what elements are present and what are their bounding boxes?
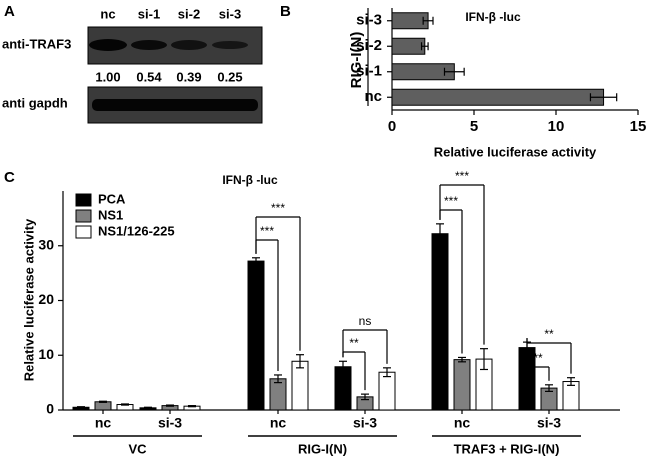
band [171,40,207,50]
group-label: TRAF3 + RIG-I(N) [454,441,560,456]
y-tick-label: 30 [38,236,54,252]
group-label: RIG-I(N) [348,32,365,89]
significance: ** [349,336,359,350]
error-bar [420,42,429,51]
error-bar [252,257,260,265]
panel-label: B [280,3,291,20]
axis-label: Relative luciferase activity [434,144,597,159]
significance: ns [359,314,372,328]
error-bar [144,406,152,409]
panel-label: C [4,169,15,186]
significance: ** [544,327,554,341]
chart-title: IFN-β -luc [465,10,521,24]
y-tick-label: nc [364,88,382,105]
band [212,41,248,49]
x-tick-label: 10 [548,118,565,135]
band [92,99,258,111]
significance: *** [455,169,469,183]
bar [291,360,309,411]
panel-label: A [4,3,15,20]
x-tick-label: 15 [630,118,647,135]
x-tick-label: 0 [388,118,396,135]
quantification: 0.25 [217,69,242,84]
significance: *** [271,201,285,215]
error-bar [274,374,282,384]
row-label: anti gapdh [2,95,68,110]
blot-panel: nc si-1 si-2 si-3 anti-TRAF3 1.00 0.54 0… [2,6,263,124]
x-tick-label: si-3 [158,415,182,431]
y-tick-label: si-2 [356,37,382,54]
error-bar [443,67,465,76]
x-tick-label: si-3 [537,415,561,431]
y-tick-label: 10 [38,346,54,362]
legend-swatch [75,193,92,207]
bar [391,88,605,106]
error-bar [567,377,575,386]
error-bar [545,384,553,392]
group-label: RIG-I(N) [298,441,347,456]
y-tick-label: si-1 [356,63,382,80]
bar [94,401,112,411]
significance: ** [533,351,543,365]
legend-label: PCA [98,191,126,206]
legend-swatch [75,209,92,223]
x-tick-label: nc [95,415,112,431]
legend-label: NS1 [98,207,123,222]
significance: *** [260,224,274,238]
x-tick-label: nc [270,415,287,431]
error-bar [339,360,347,373]
lane-label: si-3 [219,6,241,21]
bar [431,233,449,411]
quantification: 1.00 [95,69,120,84]
row-label: anti-TRAF3 [2,36,71,51]
bar [247,260,265,411]
error-bar [296,354,304,369]
bar [453,359,471,411]
significance: *** [444,194,458,208]
band [131,40,167,50]
axis-label: Relative luciferase activity [21,218,36,381]
quantification: 0.54 [136,69,162,84]
lane-label: nc [100,6,115,21]
error-bar [77,406,85,409]
error-bar [480,348,488,371]
error-bar [458,356,466,363]
error-bar [383,367,391,378]
group-label: VC [128,441,147,456]
legend-label: NS1/126-225 [98,223,175,238]
quantification: 0.39 [176,69,201,84]
error-bar [422,16,434,25]
error-bar [361,393,369,401]
error-bar [436,223,444,245]
x-tick-label: 5 [470,118,478,135]
bar [334,366,352,411]
error-bar [188,405,196,408]
lane-label: si-2 [178,6,200,21]
y-tick-label: 0 [46,401,54,417]
bar [391,37,426,55]
y-tick-label: 20 [38,291,54,307]
error-bar [589,93,618,102]
error-bar [166,404,174,407]
legend-swatch [75,225,92,239]
lane-label: si-1 [138,6,160,21]
band [89,39,127,51]
x-tick-label: nc [454,415,471,431]
error-bar [121,403,129,406]
y-tick-label: si-3 [356,12,382,29]
error-bar [99,400,107,403]
bar [378,371,396,411]
bar [269,378,287,411]
chart-title: IFN-β -luc [222,173,278,187]
x-tick-label: si-3 [353,415,377,431]
